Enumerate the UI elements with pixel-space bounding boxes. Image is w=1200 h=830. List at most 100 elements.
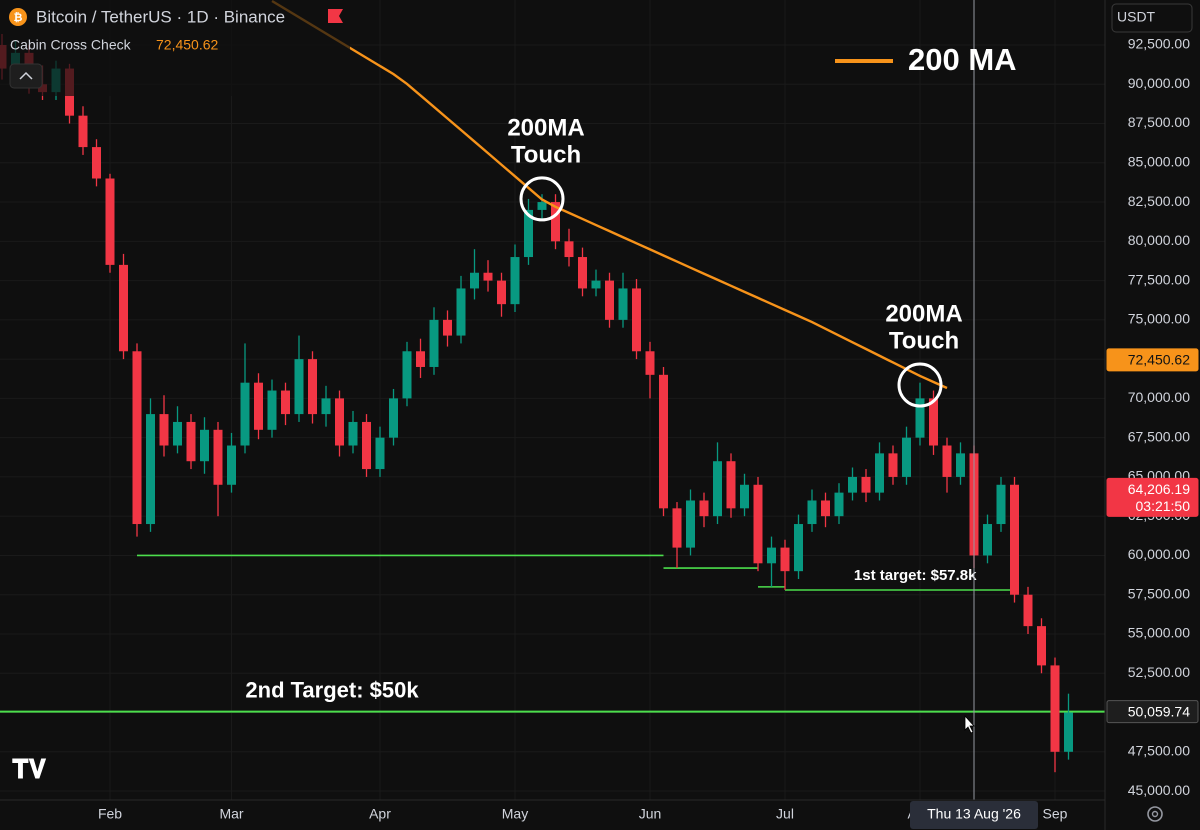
candle-body (254, 382, 263, 430)
y-tick-label: 85,000.00 (1128, 153, 1190, 169)
candle-body (146, 414, 155, 525)
candle-body (92, 147, 101, 179)
x-tick-label: Jul (776, 806, 794, 822)
candle-body (794, 524, 803, 572)
x-tick-label: Apr (369, 806, 391, 822)
candle-body (321, 398, 331, 415)
y-tick-label: 45,000.00 (1128, 782, 1190, 798)
y-tick-label: 82,500.00 (1128, 193, 1190, 209)
currency-label: USDT (1117, 9, 1156, 25)
touch-label: Touch (511, 141, 581, 168)
candle-body (348, 421, 358, 446)
candle-body (645, 351, 655, 375)
moving-average (271, 0, 948, 390)
settings-icon-center (1151, 810, 1159, 818)
target-label: 1st target: $57.8k (854, 567, 977, 584)
ma-line (271, 0, 948, 390)
settings-icon[interactable] (1147, 806, 1163, 822)
candle-body (659, 374, 668, 509)
candle-body (564, 241, 574, 258)
candle-body (335, 398, 344, 446)
price-tag (1106, 700, 1199, 724)
candle-body (956, 453, 965, 477)
candle-body (159, 414, 169, 446)
candle-body (578, 257, 587, 289)
candle-body (753, 484, 763, 564)
y-tick-label: 55,000.00 (1128, 625, 1190, 641)
y-tick-label: 75,000.00 (1128, 311, 1190, 327)
candle-body (875, 453, 884, 493)
price-tag (1106, 348, 1199, 372)
currency-box[interactable] (1111, 3, 1193, 33)
candle-body (267, 390, 277, 430)
candle-body (1064, 712, 1073, 752)
candle-body (524, 209, 533, 258)
candle-body (227, 445, 236, 485)
candle-body (389, 398, 398, 438)
bitcoin-icon (9, 8, 27, 26)
bitcoin-icon-glyph: ₿ (14, 12, 23, 24)
candle-body (78, 115, 88, 148)
touch-label: 200MA (885, 300, 962, 327)
candle-body (686, 500, 695, 548)
candle-body (402, 351, 412, 399)
collapse-icon (19, 71, 33, 80)
candle-body (213, 429, 223, 485)
tv-logo: 𝐓𝐕 (12, 754, 47, 784)
candle-body (456, 288, 466, 336)
y-tick-label: 90,000.00 (1128, 75, 1190, 91)
touch-label: Touch (889, 327, 959, 354)
y-tick-label: 80,000.00 (1128, 232, 1190, 248)
touch-circle (519, 176, 565, 222)
price-tag-label: 50,059.74 (1128, 703, 1190, 719)
candle-body (888, 453, 898, 477)
candle-body (105, 178, 115, 265)
candle-body (726, 461, 736, 509)
x-tick-label: Mar (219, 806, 243, 822)
y-tick-label: 47,500.00 (1128, 742, 1190, 758)
price-tag (1106, 477, 1199, 517)
candle-body (119, 264, 128, 352)
y-tick-label: 77,500.00 (1128, 271, 1190, 287)
candle-body (551, 202, 560, 242)
flag-icon[interactable] (328, 9, 343, 23)
price-tag-countdown: 03:21:50 (1136, 498, 1191, 514)
candle-body (632, 288, 641, 352)
candle-body (132, 351, 142, 525)
candle-body (483, 272, 493, 281)
y-tick-label: 70,000.00 (1128, 389, 1190, 405)
candle-body (591, 280, 601, 289)
candle-body (1023, 594, 1033, 627)
y-tick-label: 92,500.00 (1128, 36, 1190, 52)
candle-body (996, 484, 1006, 525)
candle-body (375, 437, 385, 470)
candle-body (497, 280, 506, 305)
x-tick-label: Jun (639, 806, 662, 822)
candle-body (308, 359, 317, 415)
candle-body (767, 547, 776, 564)
cursor (964, 714, 975, 734)
candle-body (699, 500, 709, 517)
candle-body (605, 280, 614, 320)
touch-label: 200MA (507, 114, 584, 141)
indicator-value: 72,450.62 (156, 37, 218, 53)
y-tick-label: 87,500.00 (1128, 114, 1190, 130)
candle-body (672, 508, 682, 548)
candle-body (740, 484, 749, 509)
candle-body (902, 437, 911, 477)
target-label: 2nd Target: $50k (245, 677, 419, 702)
candle-body (200, 429, 209, 462)
candle-body (281, 390, 290, 415)
candle-body (848, 476, 857, 493)
crosshair-label: Thu 13 Aug '26 (927, 806, 1021, 822)
candle-body (780, 547, 790, 572)
collapse-button[interactable] (9, 63, 43, 89)
candle-body (416, 351, 425, 367)
candle-body (618, 288, 628, 320)
price-tag-label: 64,206.19 (1128, 481, 1190, 497)
y-tick-label: 60,000.00 (1128, 546, 1190, 562)
indicator-name: Cabin Cross Check (10, 37, 132, 53)
y-tick-label: 52,500.00 (1128, 664, 1190, 680)
candle-body (1010, 484, 1019, 595)
